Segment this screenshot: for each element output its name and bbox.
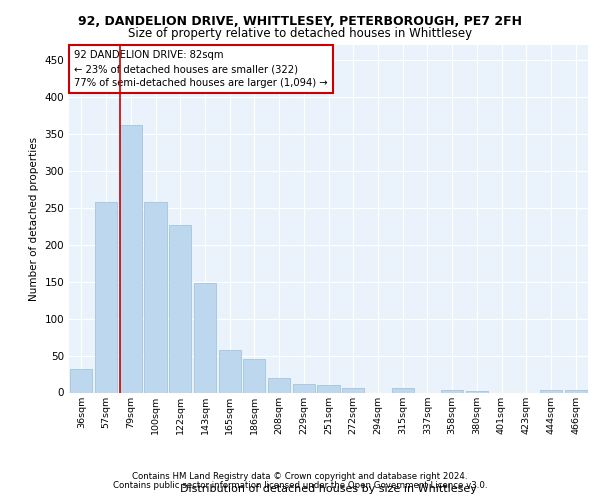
Text: 92 DANDELION DRIVE: 82sqm
← 23% of detached houses are smaller (322)
77% of semi: 92 DANDELION DRIVE: 82sqm ← 23% of detac… bbox=[74, 50, 328, 88]
Bar bbox=[317, 385, 340, 392]
Text: Contains HM Land Registry data © Crown copyright and database right 2024.: Contains HM Land Registry data © Crown c… bbox=[132, 472, 468, 481]
Bar bbox=[218, 350, 241, 393]
Bar bbox=[342, 388, 364, 392]
Bar bbox=[95, 202, 117, 392]
Bar bbox=[466, 391, 488, 392]
Bar bbox=[243, 359, 265, 392]
Bar bbox=[194, 283, 216, 393]
Bar bbox=[293, 384, 315, 392]
Bar bbox=[565, 390, 587, 392]
Bar bbox=[392, 388, 414, 392]
Text: 92, DANDELION DRIVE, WHITTLESEY, PETERBOROUGH, PE7 2FH: 92, DANDELION DRIVE, WHITTLESEY, PETERBO… bbox=[78, 15, 522, 28]
Y-axis label: Number of detached properties: Number of detached properties bbox=[29, 136, 39, 301]
Bar bbox=[169, 224, 191, 392]
Bar bbox=[145, 202, 167, 392]
Bar bbox=[268, 378, 290, 392]
Text: Contains public sector information licensed under the Open Government Licence v3: Contains public sector information licen… bbox=[113, 481, 487, 490]
Bar bbox=[540, 390, 562, 392]
Text: Size of property relative to detached houses in Whittlesey: Size of property relative to detached ho… bbox=[128, 28, 472, 40]
Bar bbox=[441, 390, 463, 392]
Bar bbox=[119, 125, 142, 392]
Bar bbox=[70, 369, 92, 392]
X-axis label: Distribution of detached houses by size in Whittlesey: Distribution of detached houses by size … bbox=[180, 484, 477, 494]
